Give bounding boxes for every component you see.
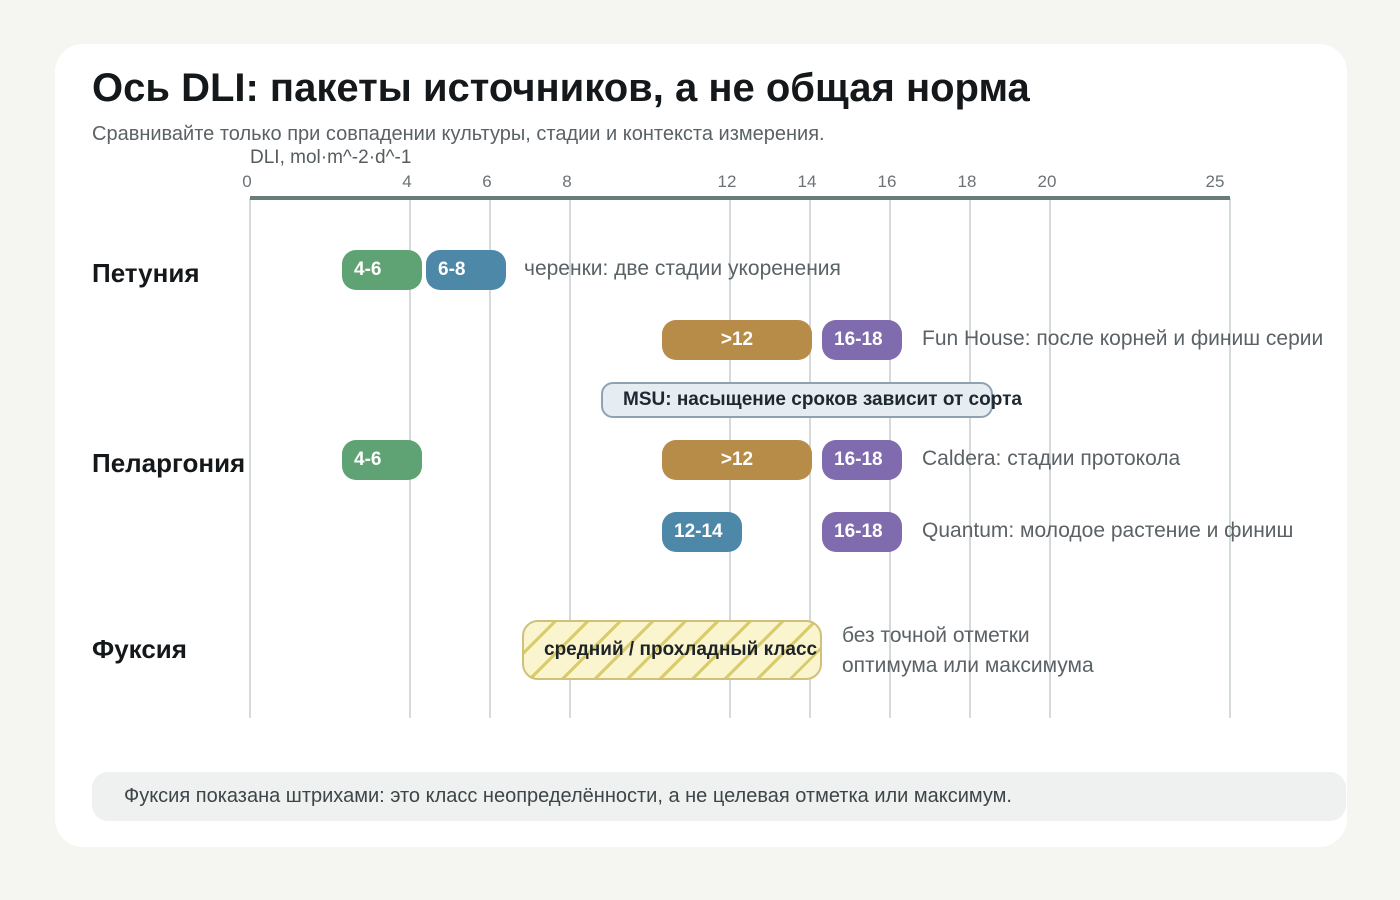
uncertainty-note-line: без точной отметки: [842, 624, 1030, 647]
gridline: [489, 198, 491, 718]
dli-band: 16-18: [822, 512, 902, 552]
dli-band: 4-6: [342, 440, 422, 480]
chart-subtitle: Сравнивайте только при совпадении культу…: [92, 123, 825, 145]
crop-label: Петуния: [92, 258, 200, 288]
gridline: [1049, 198, 1051, 718]
uncertainty-band: средний / прохладный класс: [522, 620, 822, 680]
row-note: черенки: две стадии укоренения: [524, 257, 841, 280]
row-note: Caldera: стадии протокола: [922, 447, 1181, 470]
crop-label: Пеларгония: [92, 448, 246, 478]
gridline: [249, 198, 251, 718]
dli-band: 6-8: [426, 250, 506, 290]
dli-band: 16-18: [822, 440, 902, 480]
x-tick-label: 18: [957, 172, 977, 191]
dli-band: 16-18: [822, 320, 902, 360]
x-tick-label: 4: [402, 172, 412, 191]
uncertainty-note: без точной отметки оптимума или максимума: [842, 621, 1094, 681]
x-tick-label: 25: [1205, 172, 1225, 191]
msu-note: MSU: насыщение сроков зависит от сорта: [601, 382, 1022, 418]
dli-band: >12: [662, 440, 812, 480]
row-note: Fun House: после корней и финиш серии: [922, 327, 1324, 350]
uncertainty-note-line: оптимума или максимума: [842, 654, 1094, 677]
x-axis-line: [250, 196, 1230, 200]
x-tick-label: 0: [242, 172, 252, 191]
x-tick-label: 6: [482, 172, 492, 191]
gridline: [569, 198, 571, 718]
chart-title: Ось DLI: пакеты источников, а не общая н…: [92, 66, 1030, 110]
x-tick-label: 14: [797, 172, 817, 191]
footer-note: Фуксия показана штрихами: это класс неоп…: [92, 772, 1346, 821]
crop-label: Фуксия: [92, 634, 187, 664]
x-tick-label: 12: [717, 172, 737, 191]
row-note: Quantum: молодое растение и финиш: [922, 519, 1294, 542]
x-axis-label: DLI, mol·m^-2·d^-1: [250, 147, 412, 168]
dli-band: 4-6: [342, 250, 422, 290]
gridline: [969, 198, 971, 718]
x-tick-label: 16: [877, 172, 897, 191]
dli-band: 12-14: [662, 512, 742, 552]
x-tick-label: 8: [562, 172, 572, 191]
dli-band: >12: [662, 320, 812, 360]
gridline: [1229, 198, 1231, 718]
x-tick-label: 20: [1037, 172, 1057, 191]
